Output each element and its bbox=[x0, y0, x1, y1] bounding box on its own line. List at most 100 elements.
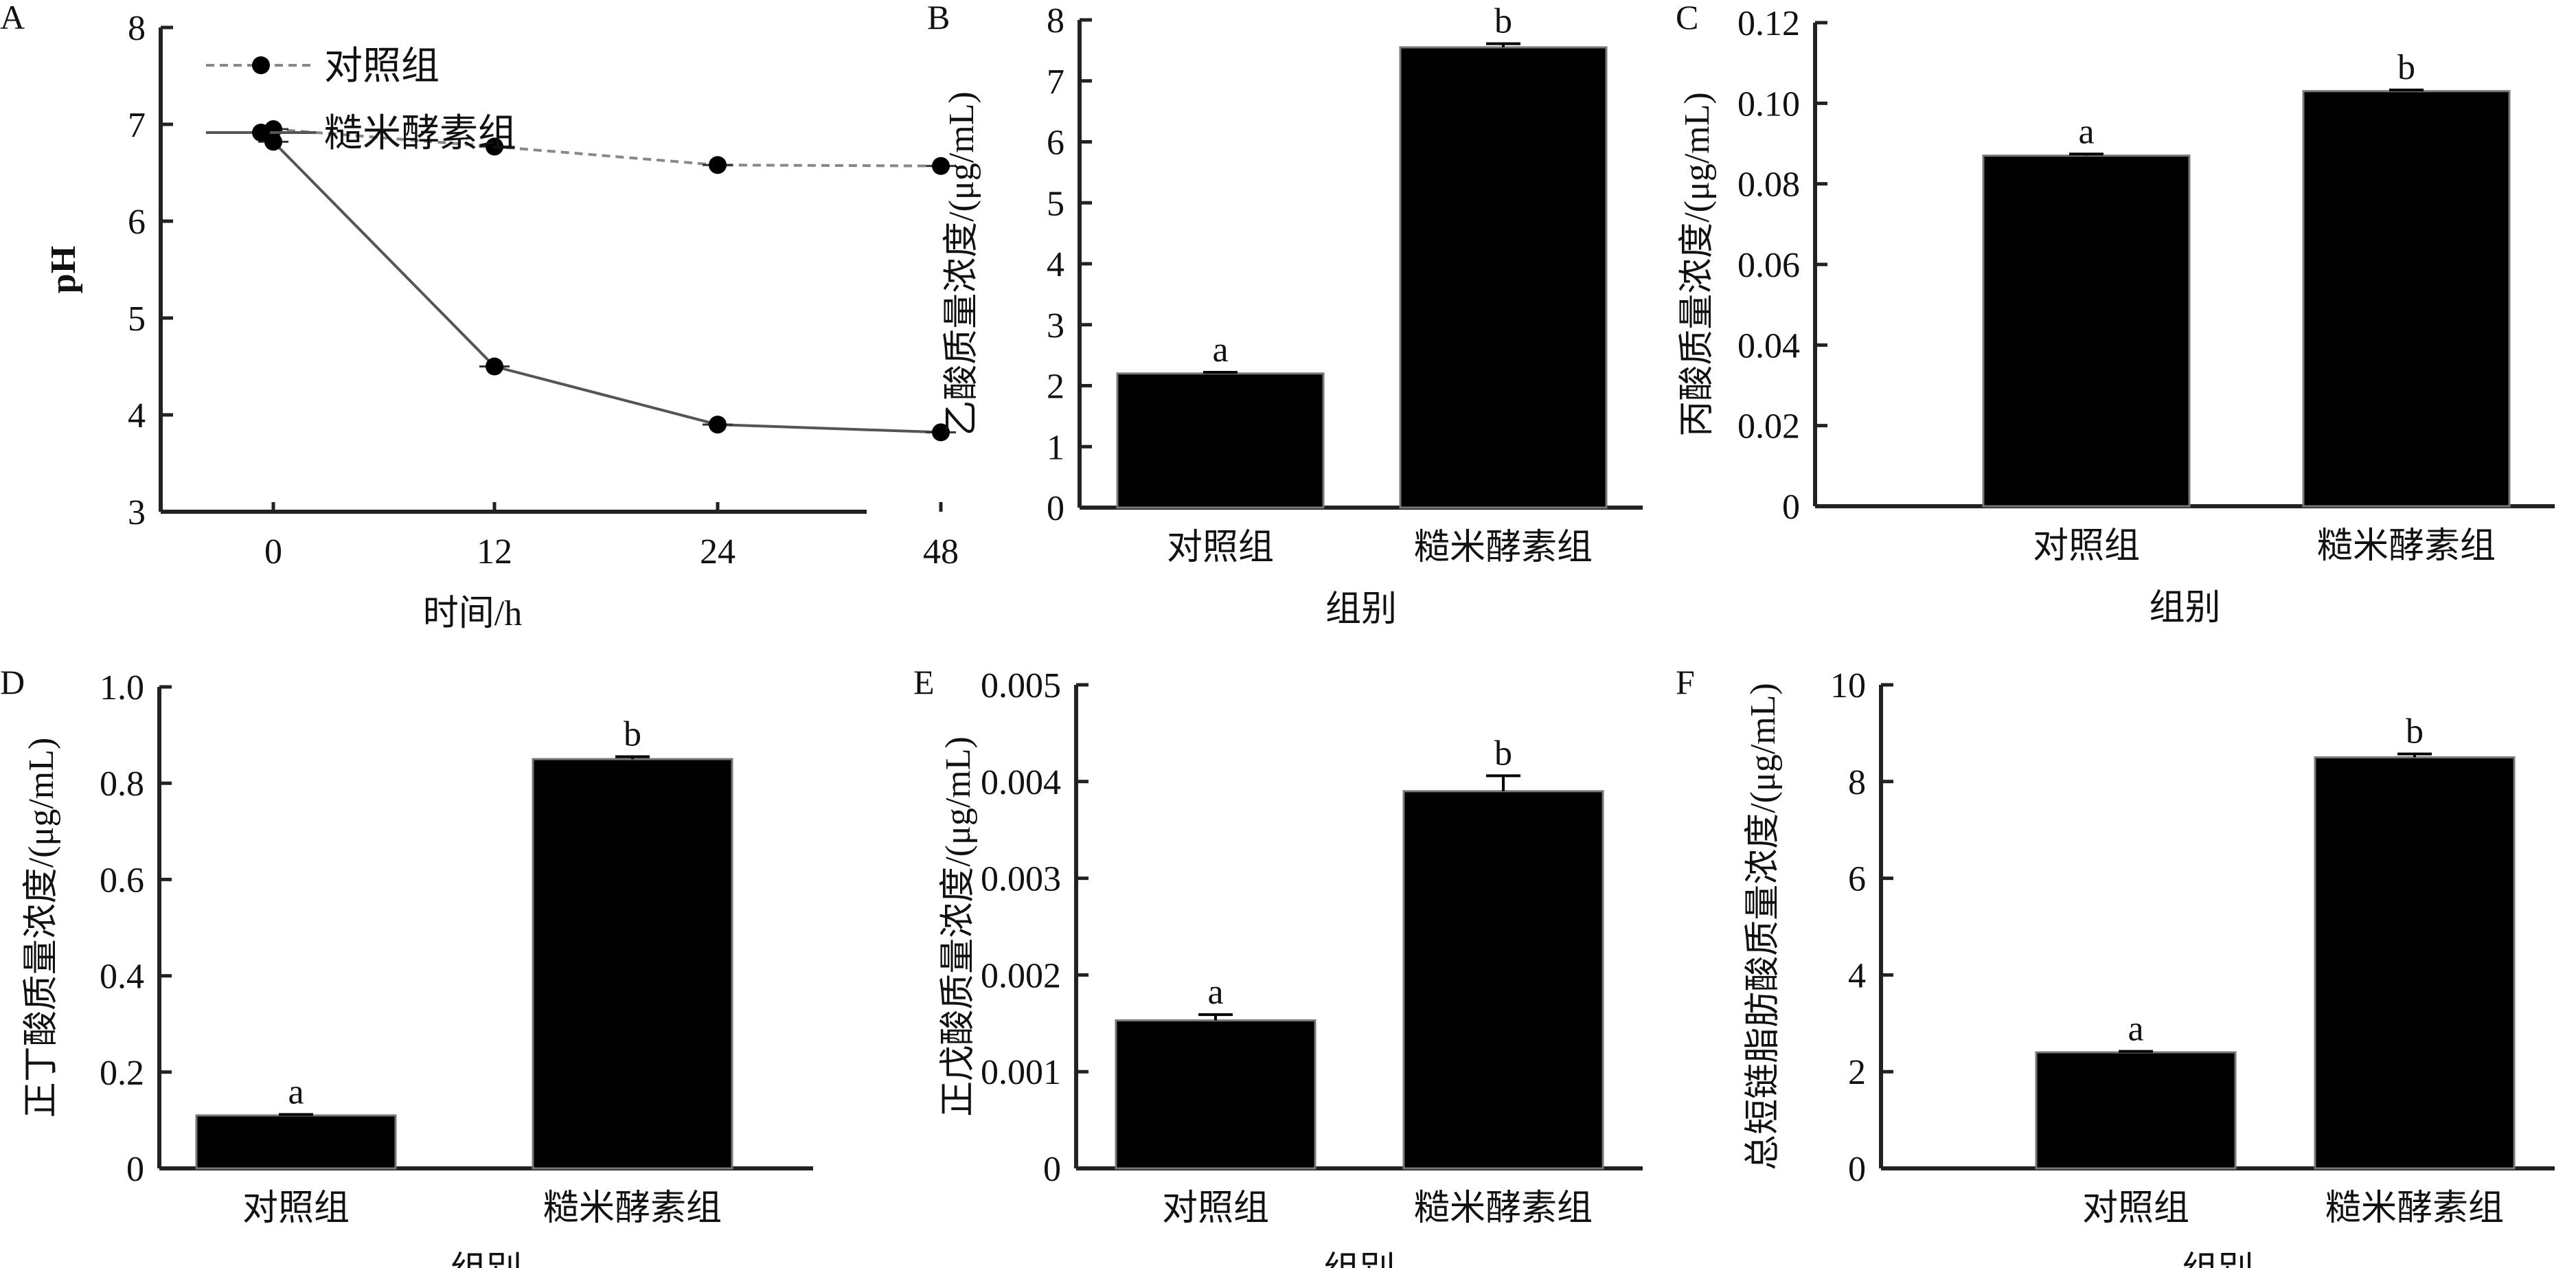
significance-label: a bbox=[1212, 330, 1228, 370]
x-tick-label: 糙米酵素组 bbox=[2325, 1189, 2504, 1228]
x-tick-label: 对照组 bbox=[1167, 528, 1274, 567]
y-tick-label: 8 bbox=[1848, 763, 1866, 802]
y-axis-title: 正戊酸质量浓度/(μg/mL) bbox=[939, 736, 978, 1117]
y-tick-label: 0.002 bbox=[981, 956, 1061, 995]
significance-label: b bbox=[624, 715, 641, 754]
y-tick-label: 10 bbox=[1830, 666, 1866, 705]
y-tick-label: 6 bbox=[128, 203, 146, 242]
y-tick-label: 0.003 bbox=[981, 860, 1061, 899]
panel-label: B bbox=[927, 0, 950, 36]
y-tick-label: 0.10 bbox=[1737, 84, 1800, 124]
panel-label: F bbox=[1676, 663, 1695, 701]
y-tick-label: 0.02 bbox=[1737, 407, 1800, 446]
legend-label: 糙米酵素组 bbox=[324, 113, 516, 155]
y-tick-label: 2 bbox=[1047, 367, 1064, 407]
bar bbox=[1115, 1019, 1317, 1170]
y-tick-label: 6 bbox=[1848, 860, 1866, 899]
significance-label: a bbox=[1207, 973, 1223, 1012]
bar bbox=[1402, 790, 1604, 1170]
x-axis-title: 时间/h bbox=[423, 594, 522, 633]
x-axis-title: 组别 bbox=[2182, 1251, 2253, 1268]
panel-label: C bbox=[1676, 0, 1698, 36]
significance-label: b bbox=[1494, 734, 1512, 773]
y-tick-label: 0.005 bbox=[981, 666, 1061, 705]
y-tick-label: 0 bbox=[1043, 1150, 1061, 1189]
y-tick-label: 7 bbox=[1047, 63, 1064, 102]
significance-label: a bbox=[2078, 112, 2094, 151]
y-tick-label: 1.0 bbox=[100, 668, 144, 707]
y-tick-label: 0.04 bbox=[1737, 326, 1800, 365]
significance-label: a bbox=[2128, 1010, 2143, 1049]
x-tick-label: 对照组 bbox=[242, 1189, 350, 1228]
x-tick-label: 0 bbox=[264, 532, 282, 571]
x-tick-label: 对照组 bbox=[1162, 1189, 1269, 1228]
data-point bbox=[486, 137, 503, 156]
data-point bbox=[264, 133, 282, 151]
y-tick-label: 0 bbox=[1047, 489, 1064, 528]
data-point bbox=[486, 357, 503, 376]
bar bbox=[1116, 372, 1325, 509]
data-point bbox=[932, 157, 950, 175]
x-tick-label: 对照组 bbox=[2033, 527, 2140, 566]
x-tick-label: 糙米酵素组 bbox=[1414, 528, 1593, 567]
y-axis-title: 总短链脂肪酸质量浓度/(μg/mL) bbox=[1744, 683, 1783, 1170]
y-tick-label: 0.2 bbox=[100, 1054, 144, 1093]
x-tick-label: 糙米酵素组 bbox=[2317, 527, 2496, 566]
y-tick-label: 0 bbox=[1782, 488, 1800, 527]
x-axis-title: 组别 bbox=[451, 1251, 522, 1268]
significance-label: b bbox=[1494, 2, 1512, 41]
x-tick-label: 对照组 bbox=[2082, 1189, 2189, 1228]
y-tick-label: 0.001 bbox=[981, 1053, 1061, 1092]
significance-label: b bbox=[2397, 48, 2415, 87]
x-tick-label: 12 bbox=[477, 532, 512, 571]
y-axis-title: 乙酸质量浓度/(μg/mL) bbox=[942, 91, 981, 436]
x-tick-label: 48 bbox=[923, 532, 959, 571]
y-tick-label: 0.4 bbox=[100, 958, 144, 997]
legend-marker bbox=[252, 56, 270, 74]
significance-label: b bbox=[2406, 712, 2424, 751]
y-tick-label: 4 bbox=[1848, 956, 1866, 995]
bar bbox=[195, 1114, 397, 1170]
bar bbox=[1982, 155, 2191, 508]
bar bbox=[2302, 90, 2511, 508]
bar bbox=[1399, 46, 1608, 509]
y-axis-title: 丙酸质量浓度/(μg/mL) bbox=[1678, 92, 1717, 437]
y-tick-label: 6 bbox=[1047, 124, 1064, 163]
y-axis-title: 正丁酸质量浓度/(μg/mL) bbox=[22, 738, 61, 1118]
significance-label: a bbox=[288, 1072, 304, 1111]
bar bbox=[2035, 1051, 2237, 1170]
y-tick-label: 2 bbox=[1848, 1053, 1866, 1092]
x-tick-label: 糙米酵素组 bbox=[543, 1189, 722, 1228]
y-tick-label: 8 bbox=[1047, 1, 1064, 41]
panel-label: A bbox=[0, 0, 25, 36]
x-axis-title: 组别 bbox=[1323, 1251, 1395, 1268]
data-point bbox=[709, 156, 727, 174]
series-line bbox=[273, 128, 942, 168]
bar bbox=[2314, 756, 2516, 1170]
data-point bbox=[932, 423, 950, 442]
panel-label: D bbox=[0, 663, 25, 701]
x-tick-label: 24 bbox=[700, 532, 736, 571]
x-axis-title: 组别 bbox=[2149, 589, 2220, 628]
y-tick-label: 0 bbox=[1848, 1150, 1866, 1189]
y-tick-label: 8 bbox=[128, 9, 146, 48]
y-tick-label: 0.12 bbox=[1737, 4, 1800, 43]
y-tick-label: 7 bbox=[128, 106, 146, 145]
legend-label: 对照组 bbox=[324, 45, 440, 88]
y-tick-label: 0.06 bbox=[1737, 246, 1800, 285]
panel-label: E bbox=[913, 663, 935, 701]
legend-marker bbox=[252, 124, 270, 141]
y-tick-label: 0.6 bbox=[100, 861, 144, 900]
y-tick-label: 0.08 bbox=[1737, 166, 1800, 205]
x-tick-label: 糙米酵素组 bbox=[1414, 1189, 1593, 1228]
y-tick-label: 1 bbox=[1047, 428, 1064, 467]
y-axis-title: pH bbox=[44, 246, 83, 293]
y-tick-label: 3 bbox=[128, 493, 146, 532]
series-line bbox=[272, 140, 942, 434]
